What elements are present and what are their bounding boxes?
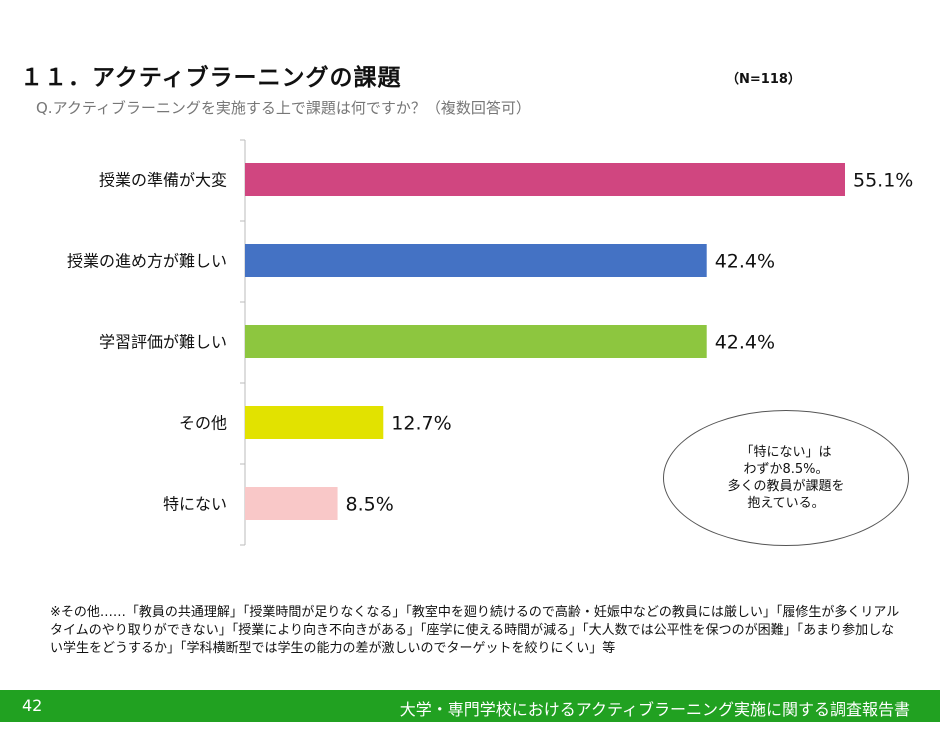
value-label: 8.5% [346,494,394,516]
category-label: 授業の進め方が難しい [67,252,227,271]
question-text: Q.アクティブラーニングを実施する上で課題は何ですか？（複数回答可） [36,99,531,117]
value-label: 55.1% [853,170,913,192]
footer-title: 大学・専門学校におけるアクティブラーニング実施に関する調査報告書 [399,700,910,719]
slide-title: １１．アクティブラーニングの課題 [20,65,402,91]
bar-chart: 授業の準備が大変 55.1% 授業の進め方が難しい 42.4% 学習評価が難しい 42.4… [67,139,913,546]
footer-bar: 42 大学・専門学校におけるアクティブラーニング実施に関する調査報告書 [0,690,940,722]
category-label: 学習評価が難しい [99,333,227,352]
callout-line: 多くの教員が課題を [727,479,845,494]
value-label: 12.7% [391,413,451,435]
callout-ellipse: 「特にない」は わずか8.5%。 多くの教員が課題を 抱えている。 [663,410,909,546]
page-number: 42 [22,696,43,715]
category-label: 授業の準備が大変 [99,171,227,190]
value-label: 42.4% [715,251,775,273]
bar [245,487,338,520]
callout-line: 「特にない」は [740,445,832,460]
category-label: 特にない [163,495,227,514]
bar [245,325,707,358]
bar [245,406,384,439]
bar [245,163,845,196]
category-label: その他 [179,414,227,433]
value-label: 42.4% [715,332,775,354]
callout-line: 抱えている。 [747,496,825,511]
callout-line: わずか8.5%。 [743,462,829,477]
sample-size: （N=118） [726,72,801,87]
bar [245,244,707,277]
footnote: ※その他……「教員の共通理解」「授業時間が足りなくなる」「教室中を廻り続けるので… [50,605,900,656]
